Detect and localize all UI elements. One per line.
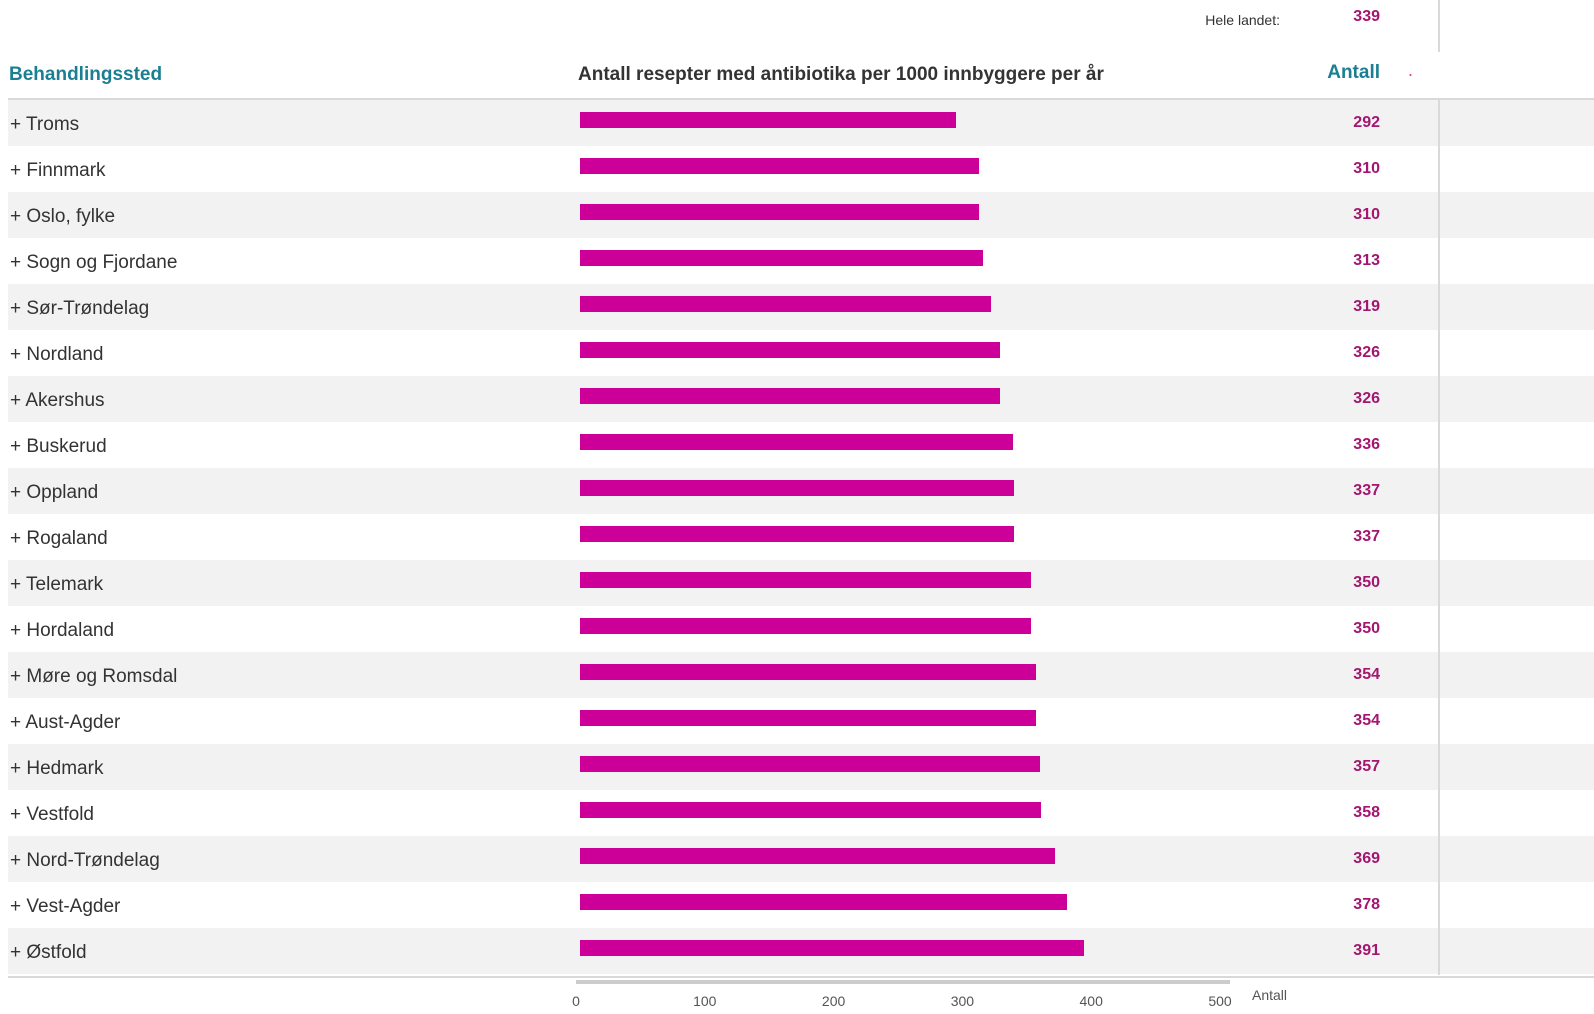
table-row[interactable]: + Sør-Trøndelag 319 [8,284,1594,330]
header-dot: . [1408,60,1414,80]
region-value: 354 [1353,712,1380,729]
bar [580,158,980,174]
region-table: + Troms 292 + Finnmark 310 + Oslo, fylke 310 +… [8,100,1594,974]
region-value: 350 [1353,620,1380,637]
region-name[interactable]: + Nord-Trøndelag [10,850,160,871]
table-row[interactable]: + Sogn og Fjordane 313 [8,238,1594,284]
x-axis-label: Antall [1252,987,1287,1003]
bar [580,710,1036,726]
table-row[interactable]: + Telemark 350 [8,560,1594,606]
region-name[interactable]: + Rogaland [10,528,108,549]
bar [580,112,957,128]
region-value: 337 [1353,482,1380,499]
region-value: 391 [1353,942,1380,959]
region-name[interactable]: + Møre og Romsdal [10,666,178,687]
bar [580,848,1056,864]
region-value: 336 [1353,436,1380,453]
region-value: 354 [1353,666,1380,683]
bar [580,756,1040,772]
region-name[interactable]: + Hordaland [10,620,115,641]
table-row[interactable]: + Vestfold 358 [8,790,1594,836]
bar [580,204,980,220]
region-value: 319 [1353,298,1380,315]
table-row[interactable]: + Oppland 337 [8,468,1594,514]
header-chart-title: Antall resepter med antibiotika per 1000… [578,64,1104,85]
region-value: 378 [1353,896,1380,913]
column-divider-lower [1438,99,1440,975]
table-row[interactable]: + Nord-Trøndelag 369 [8,836,1594,882]
table-row[interactable]: + Nordland 326 [8,330,1594,376]
header-divider [8,98,1594,100]
x-tick-label: 100 [693,993,717,1009]
table-row[interactable]: + Vest-Agder 378 [8,882,1594,928]
header-count[interactable]: Antall [1327,62,1380,83]
table-row[interactable]: + Hedmark 357 [8,744,1594,790]
bar [580,250,984,266]
bar [580,894,1067,910]
table-row[interactable]: + Østfold 391 [8,928,1594,974]
bar [580,572,1031,588]
table-row[interactable]: + Rogaland 337 [8,514,1594,560]
table-row[interactable]: + Troms 292 [8,100,1594,146]
bar [580,434,1013,450]
region-name[interactable]: + Telemark [10,574,104,595]
region-name[interactable]: + Nordland [10,344,104,365]
x-tick-label: 200 [822,993,846,1009]
region-name[interactable]: + Troms [10,114,80,135]
region-value: 326 [1353,390,1380,407]
table-row[interactable]: + Buskerud 336 [8,422,1594,468]
table-row[interactable]: + Aust-Agder 354 [8,698,1594,744]
national-average-value: 339 [1353,8,1380,25]
region-name[interactable]: + Akershus [10,390,105,411]
region-value: 350 [1353,574,1380,591]
bar [580,802,1042,818]
x-tick-label: 0 [572,993,580,1009]
bar [580,526,1015,542]
bar [580,618,1031,634]
region-value: 358 [1353,804,1380,821]
region-value: 326 [1353,344,1380,361]
bar [580,480,1015,496]
bar [580,664,1036,680]
header-treatment-place[interactable]: Behandlingssted [9,64,163,85]
region-value: 337 [1353,528,1380,545]
national-average-label: Hele landet: [1205,12,1280,28]
table-row[interactable]: + Møre og Romsdal 354 [8,652,1594,698]
bar [580,388,1000,404]
bar [580,940,1084,956]
region-name[interactable]: + Sogn og Fjordane [10,252,178,273]
table-row[interactable]: + Hordaland 350 [8,606,1594,652]
bar [580,342,1000,358]
region-value: 313 [1353,252,1380,269]
x-tick-label: 400 [1080,993,1104,1009]
region-name[interactable]: + Buskerud [10,436,107,457]
region-name[interactable]: + Oslo, fylke [10,206,116,227]
region-value: 292 [1353,114,1380,131]
table-row[interactable]: + Akershus 326 [8,376,1594,422]
region-name[interactable]: + Oppland [10,482,99,503]
region-value: 310 [1353,206,1380,223]
x-tick-label: 300 [951,993,975,1009]
region-name[interactable]: + Hedmark [10,758,104,779]
table-bottom-divider [8,976,1594,978]
region-name[interactable]: + Vest-Agder [10,896,121,917]
column-divider [1438,0,1440,52]
region-value: 369 [1353,850,1380,867]
x-axis: 0 100 200 300 400 500 Antall [572,980,1287,1009]
region-value: 310 [1353,160,1380,177]
table-row[interactable]: + Oslo, fylke 310 [8,192,1594,238]
region-name[interactable]: + Østfold [10,942,87,963]
region-name[interactable]: + Vestfold [10,804,94,825]
region-name[interactable]: + Aust-Agder [10,712,121,733]
region-name[interactable]: + Sør-Trøndelag [10,298,150,319]
bar [580,296,991,312]
table-row[interactable]: + Finnmark 310 [8,146,1594,192]
region-value: 357 [1353,758,1380,775]
region-name[interactable]: + Finnmark [10,160,106,181]
x-tick-label: 500 [1208,993,1232,1009]
